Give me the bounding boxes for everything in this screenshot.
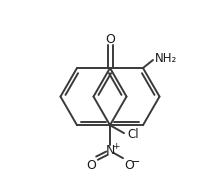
Text: O: O <box>86 159 96 172</box>
Text: −: − <box>131 157 141 167</box>
Text: O: O <box>124 159 134 172</box>
Text: NH₂: NH₂ <box>155 53 177 65</box>
Text: +: + <box>112 142 120 151</box>
Text: Cl: Cl <box>127 128 139 141</box>
Text: O: O <box>105 33 115 45</box>
Text: N: N <box>105 144 115 157</box>
